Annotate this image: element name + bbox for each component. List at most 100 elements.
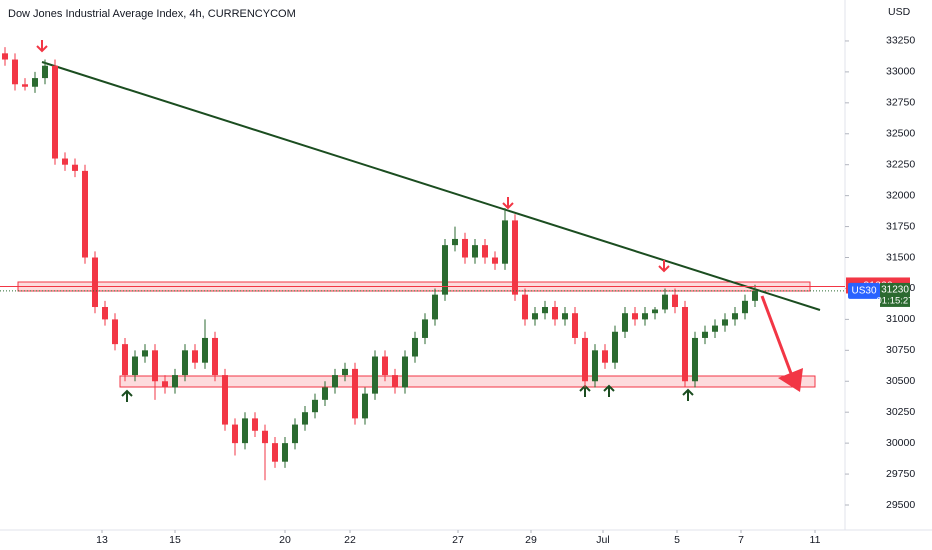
support-zone xyxy=(119,375,816,388)
candle xyxy=(112,313,118,351)
candle xyxy=(502,208,508,270)
candle-body xyxy=(732,313,738,320)
x-tick-label: 29 xyxy=(525,534,537,546)
candle-body xyxy=(312,399,318,413)
candle xyxy=(572,307,578,345)
candle-body xyxy=(12,59,18,85)
y-tick-label: 30750 xyxy=(886,344,915,356)
candle xyxy=(532,307,538,326)
candle-body xyxy=(132,356,138,376)
candle xyxy=(222,368,228,431)
candle xyxy=(262,424,268,481)
candle xyxy=(552,300,558,326)
candle xyxy=(512,214,518,301)
candle xyxy=(102,300,108,326)
x-tick-label: 5 xyxy=(674,534,680,546)
candle-body xyxy=(542,307,548,314)
currency: USD xyxy=(888,6,911,18)
candle-body xyxy=(262,430,268,444)
x-tick-label: 15 xyxy=(169,534,181,546)
candle-body xyxy=(652,309,658,314)
candle xyxy=(662,288,668,314)
candle-body xyxy=(472,245,478,258)
candle xyxy=(462,232,468,264)
candle xyxy=(732,307,738,326)
candle xyxy=(52,59,58,165)
candle xyxy=(692,331,698,388)
y-tick-label: 29750 xyxy=(886,468,915,480)
candle-body xyxy=(682,307,688,382)
candle xyxy=(602,344,608,369)
candle xyxy=(332,368,338,394)
candle-body xyxy=(642,313,648,320)
candle-body xyxy=(342,368,348,376)
candle xyxy=(302,406,308,431)
candle xyxy=(702,325,708,345)
candle xyxy=(232,418,238,456)
candle xyxy=(652,307,658,320)
candle xyxy=(12,53,18,91)
candle-body xyxy=(192,350,198,363)
symbol-label: US30 xyxy=(851,286,876,297)
candle xyxy=(742,294,748,320)
x-tick-label: 20 xyxy=(279,534,291,546)
candle-body xyxy=(492,257,498,264)
candle xyxy=(542,300,548,320)
candle-body xyxy=(382,356,388,376)
candle-body xyxy=(112,319,118,345)
y-tick-label: 29500 xyxy=(886,499,915,511)
countdown-label: 01:15:27 xyxy=(877,295,914,306)
candle-body xyxy=(392,375,398,388)
candle-body xyxy=(292,424,298,444)
candle xyxy=(632,307,638,326)
y-tick-label: 30000 xyxy=(886,437,915,449)
candle-body xyxy=(402,356,408,388)
candle-body xyxy=(152,350,158,382)
candle-body xyxy=(582,337,588,382)
x-tick-label: 22 xyxy=(344,534,356,546)
candle-body xyxy=(622,313,628,332)
candle-body xyxy=(552,307,558,320)
candle-body xyxy=(252,418,258,431)
down-arrows xyxy=(36,40,670,273)
candle xyxy=(132,350,138,382)
candle xyxy=(642,307,648,326)
y-tick-label: 33250 xyxy=(886,35,915,47)
symbol-box xyxy=(848,282,880,299)
candle-body xyxy=(232,424,238,444)
candle xyxy=(612,325,618,369)
candle xyxy=(2,47,8,66)
candle xyxy=(342,362,348,382)
candle-body xyxy=(82,170,88,258)
candle xyxy=(712,319,718,338)
candle xyxy=(752,284,758,308)
candle xyxy=(362,387,368,425)
y-tick-label: 32000 xyxy=(886,189,915,201)
candle xyxy=(272,436,278,468)
candle xyxy=(82,164,88,264)
candle xyxy=(442,238,448,301)
candle-body xyxy=(672,294,678,308)
trend-line xyxy=(41,61,821,311)
x-tick-label: Jul xyxy=(596,534,609,546)
candle-body xyxy=(512,220,518,295)
candle-body xyxy=(602,350,608,363)
candle xyxy=(562,307,568,326)
candle-body xyxy=(662,294,668,310)
candle-body xyxy=(322,387,328,400)
candle-body xyxy=(442,245,448,295)
candle-body xyxy=(32,78,38,87)
candle-body xyxy=(362,393,368,419)
candle xyxy=(522,288,528,326)
candle xyxy=(682,300,688,388)
y-tick-label: 32250 xyxy=(886,158,915,170)
candle xyxy=(42,59,48,85)
candle-body xyxy=(202,337,208,363)
candle-body xyxy=(22,84,28,87)
last-price-label: 31230 xyxy=(881,285,909,296)
candle-body xyxy=(352,368,358,419)
candle xyxy=(212,331,218,382)
y-tick-label: 32750 xyxy=(886,97,915,109)
candle-body xyxy=(482,245,488,258)
candle xyxy=(192,344,198,369)
